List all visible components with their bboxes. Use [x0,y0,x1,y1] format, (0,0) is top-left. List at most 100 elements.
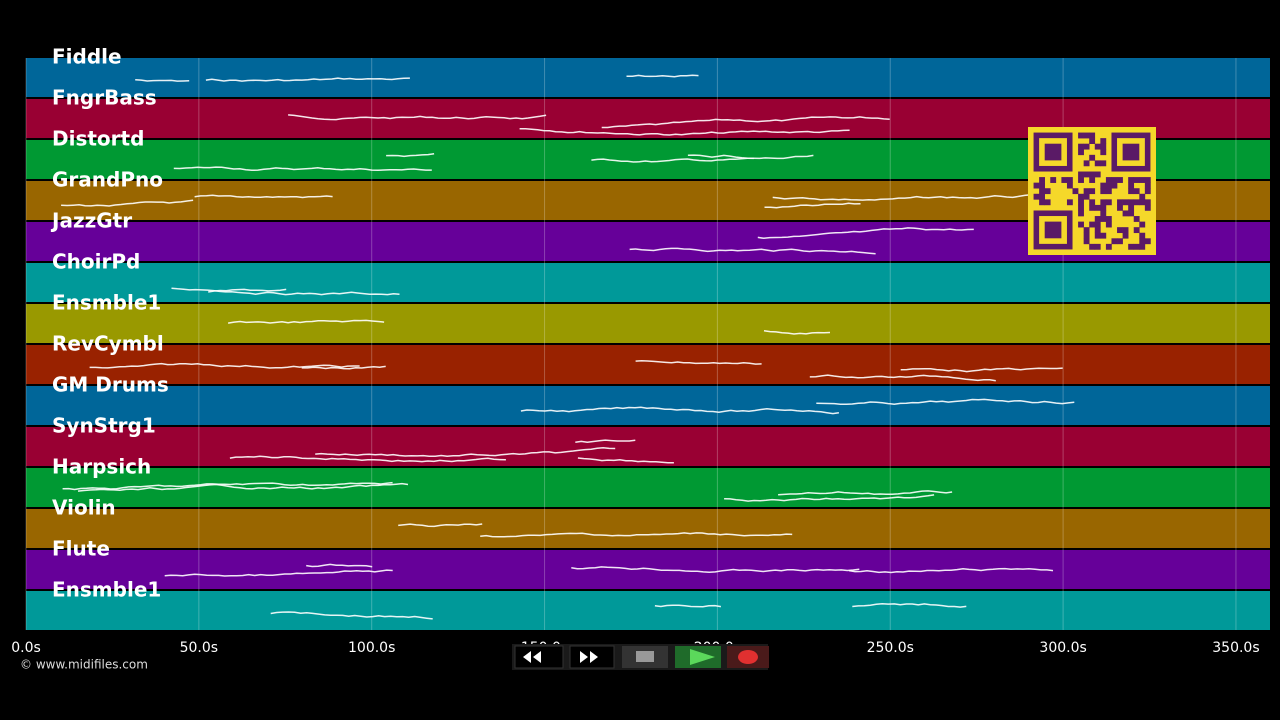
note-trace [591,154,814,163]
qr-module [1078,210,1084,217]
track-band [26,468,1270,507]
qr-module [1094,204,1101,211]
qr-module [1094,243,1101,250]
note-trace [386,152,435,158]
qr-module [1066,199,1073,206]
note-trace [229,455,506,463]
qr-module [1133,243,1140,250]
qr-module [1100,143,1107,150]
note-trace [772,193,1037,201]
note-trace [575,439,636,444]
qr-module [1105,199,1112,206]
qr-module [1078,199,1084,206]
qr-module [1044,188,1051,195]
qr-module [1144,177,1151,183]
qr-module [1128,243,1135,250]
qr-module [1128,188,1135,195]
qr-module [1066,182,1073,189]
qr-module [1094,143,1101,150]
qr-module [1122,227,1129,234]
qr-module [1117,177,1123,183]
note-trace [62,481,393,491]
note-trace [852,603,967,608]
qr-module [1128,204,1135,211]
note-trace [208,288,287,293]
rewind-button[interactable] [514,645,564,669]
qr-module [1039,193,1045,200]
track-label: Ensmble1 [52,578,161,602]
qr-module [1094,227,1101,234]
track-band [26,386,1270,425]
note-trace [205,77,410,82]
qr-module [1139,232,1146,239]
note-trace [626,74,699,78]
record-button[interactable] [727,646,769,668]
note-trace [654,604,722,608]
time-tick-label: 300.0s [1039,640,1086,656]
track-label: Flute [52,537,110,561]
qr-module [1139,243,1146,250]
qr-finder [1044,143,1062,161]
qr-module [1105,188,1112,195]
note-trace [227,319,385,324]
qr-finder [1122,143,1140,161]
time-tick-label: 100.0s [348,640,395,656]
note-trace [315,446,616,458]
note-trace [77,482,409,492]
qr-module [1083,143,1090,150]
qr-module [1139,177,1146,183]
note-trace [480,532,793,538]
qr-module [1089,221,1096,228]
qr-module [1039,199,1045,206]
qr-module [1144,182,1151,189]
qr-module [1089,243,1096,250]
qr-module [1144,238,1151,245]
transport-controls [512,644,769,670]
qr-module [1089,177,1096,183]
qr-module [1111,238,1118,245]
qr-module [1044,199,1051,206]
track-band [26,345,1270,384]
stop-button[interactable] [622,646,668,668]
qr-module [1133,177,1140,183]
qr-module [1061,177,1068,183]
play-button[interactable] [675,646,721,668]
qr-module [1105,177,1112,183]
qr-module [1033,193,1040,200]
qr-module [1039,177,1045,183]
qr-module [1128,199,1135,206]
qr-module [1117,238,1123,245]
note-trace [89,362,360,369]
note-trace [171,287,400,296]
qr-module [1078,171,1084,178]
qr-module [1111,182,1118,189]
qr-module [1094,171,1101,178]
qr-module [1133,188,1140,195]
note-trace [764,202,861,209]
qr-module [1117,199,1123,206]
qr-module [1083,171,1090,178]
note-trace [757,227,974,240]
qr-module [1083,188,1090,195]
track-band [26,550,1270,589]
note-trace [270,611,433,620]
qr-code [1028,127,1156,255]
note-trace [577,457,674,464]
track-band [26,58,1270,97]
note-trace [848,567,1054,574]
qr-module [1089,204,1096,211]
qr-module [1033,182,1040,189]
qr-module [1133,216,1140,222]
qr-module [1078,204,1084,211]
note-trace [816,398,1075,406]
note-trace [135,79,190,82]
forward-button[interactable] [569,645,615,669]
track-band [26,591,1270,630]
note-trace [601,116,890,129]
qr-module [1144,188,1151,195]
qr-module [1083,193,1090,200]
qr-module [1089,199,1096,206]
qr-module [1078,143,1084,150]
qr-module [1122,199,1129,206]
qr-module [1078,149,1084,156]
